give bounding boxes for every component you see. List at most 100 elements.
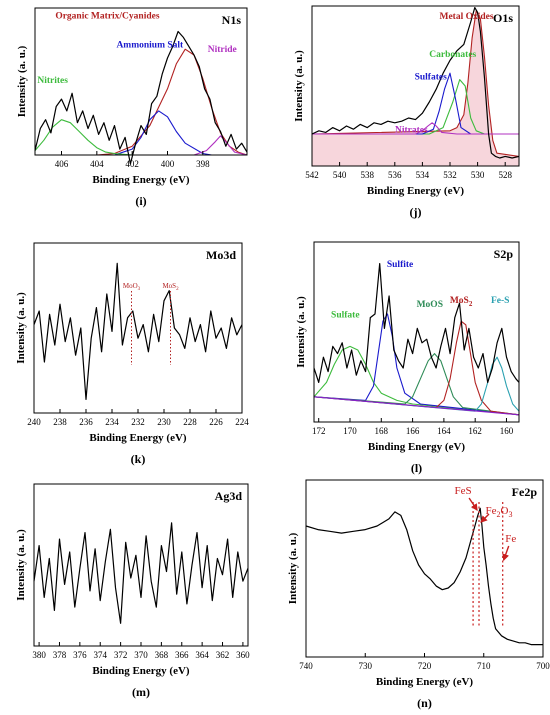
envelope-fill — [312, 10, 519, 166]
subscript: 2 — [497, 510, 501, 519]
marker-label-fe: Fe — [505, 533, 516, 545]
fit-component-line — [35, 110, 247, 156]
x-tick-label: 530 — [471, 170, 485, 180]
fit-component-line — [313, 345, 520, 416]
x-tick-label: 232 — [131, 417, 145, 427]
plot-frame — [311, 5, 520, 167]
x-tick-label: 234 — [105, 417, 119, 427]
chart-panel-s2p: 172 170 168 166 164 162 160 Binding Energy (eV)… — [295, 241, 520, 475]
panel-title: N1s — [222, 13, 242, 27]
x-tick-label: 366 — [175, 650, 189, 660]
marker-label: MoS2 — [162, 282, 179, 292]
x-tick-label: 402 — [125, 159, 139, 169]
x-axis-title: Binding Energy (eV) — [92, 665, 190, 677]
x-tick-label: 368 — [155, 650, 169, 660]
x-axis-title: Binding Energy (eV) — [89, 432, 187, 444]
annotation-subscript: 2 — [469, 300, 473, 308]
marker-label-fes: FeS — [455, 485, 472, 497]
raw-spectrum-line — [313, 263, 520, 383]
subscript: 3 — [508, 510, 512, 519]
raw-spectrum-line — [311, 7, 520, 159]
chart-panel-mo3d: 240 238 236 234 232 230 228 226 224 Binding Energ… — [15, 242, 249, 466]
panel-title: S2p — [494, 247, 514, 261]
annotation-nitrites: Nitrites — [37, 76, 68, 86]
plot-frame — [33, 242, 243, 414]
x-tick-label: 720 — [418, 661, 432, 671]
panel-label: (l) — [411, 461, 422, 475]
x-tick-label: 164 — [437, 426, 451, 436]
x-tick-label: 378 — [53, 650, 67, 660]
formula-part: O — [501, 505, 509, 517]
marker-arrow — [480, 513, 490, 523]
x-tick-label: 364 — [195, 650, 209, 660]
x-tick-label: 380 — [32, 650, 46, 660]
x-tick-label: 228 — [183, 417, 197, 427]
fit-component-line — [312, 79, 519, 135]
panel-title: O1s — [493, 11, 513, 25]
plot-frame — [34, 7, 248, 156]
x-tick-label: 398 — [196, 159, 210, 169]
annotation-carbonates: Carbonates — [429, 50, 476, 60]
annotation-sulfate: Sulfate — [331, 311, 360, 321]
x-tick-label: 224 — [235, 417, 249, 427]
annotation-ammonium-salt: Ammonium Salt — [116, 41, 184, 51]
annotation-mos: MoS2 — [450, 296, 473, 308]
x-axis-title: Binding Energy (eV) — [368, 441, 466, 453]
x-tick-label: 710 — [477, 661, 491, 671]
chart-panel-o1s: 542 540 538 536 534 532 530 528 Binding Energy (… — [293, 5, 520, 219]
annotation-sulfates: Sulfates — [415, 73, 448, 83]
chart-panel-n1s: 406 404 402 400 398 Binding Energy (eV) Intens… — [16, 7, 248, 208]
x-tick-label: 406 — [55, 159, 69, 169]
x-tick-label: 240 — [27, 417, 41, 427]
x-tick-label: 238 — [53, 417, 67, 427]
fit-component-line — [313, 353, 520, 416]
x-tick-label: 360 — [236, 650, 250, 660]
x-tick-label: 370 — [134, 650, 148, 660]
plot-frame — [33, 483, 249, 647]
raw-spectrum-line — [33, 522, 249, 624]
x-tick-label: 372 — [114, 650, 128, 660]
x-tick-label: 730 — [359, 661, 373, 671]
x-tick-label: 540 — [333, 170, 347, 180]
y-axis-title: Intensity (a. u.) — [16, 45, 28, 117]
annotation-metal-oxides: Metal Oxides — [440, 12, 494, 22]
fit-component-line — [312, 122, 519, 135]
marker-label: MoO3 — [123, 282, 141, 292]
chart-panel-ag3d: 380 378 376 374 372 370 368 366 364 362 360 Binding… — [15, 483, 250, 699]
raw-spectrum-line — [33, 262, 243, 400]
x-tick-label: 376 — [73, 650, 87, 660]
fit-component-line — [313, 320, 520, 416]
marker-arrow — [502, 545, 510, 562]
y-axis-title: Intensity (a. u.) — [293, 50, 305, 122]
fit-component-line — [313, 356, 520, 412]
x-tick-label: 374 — [93, 650, 107, 660]
x-tick-label: 236 — [79, 417, 93, 427]
x-tick-label: 528 — [498, 170, 512, 180]
annotation-fe-s: Fe-S — [491, 296, 509, 306]
annotation-moos: MoOS — [417, 300, 443, 310]
x-tick-label: 532 — [443, 170, 457, 180]
x-tick-label: 538 — [360, 170, 374, 180]
fit-component-line — [312, 72, 519, 135]
panel-label: (k) — [131, 452, 146, 466]
x-tick-label: 536 — [388, 170, 402, 180]
panel-title: Mo3d — [206, 248, 236, 262]
annotation-sulfite: Sulfite — [387, 260, 413, 270]
y-axis-title: Intensity (a. u.) — [287, 532, 299, 604]
plot-frame — [313, 241, 520, 423]
x-tick-label: 160 — [500, 426, 514, 436]
x-tick-label: 700 — [536, 661, 550, 671]
x-tick-label: 166 — [406, 426, 420, 436]
x-tick-label: 740 — [299, 661, 313, 671]
x-tick-label: 230 — [157, 417, 171, 427]
y-axis-title: Intensity (a. u.) — [295, 296, 307, 368]
fit-component-line — [313, 313, 520, 416]
fit-component-line — [313, 396, 520, 416]
annotation-nitrates: Nitrates — [395, 125, 428, 135]
x-axis-title: Binding Energy (eV) — [376, 676, 474, 688]
marker-arrow — [468, 497, 478, 511]
marker-label-fe2o3: Fe2O3 — [486, 505, 513, 519]
y-axis-title: Intensity (a. u.) — [15, 292, 27, 364]
marker-subscript: 2 — [176, 287, 179, 292]
y-axis-title: Intensity (a. u.) — [15, 529, 27, 601]
